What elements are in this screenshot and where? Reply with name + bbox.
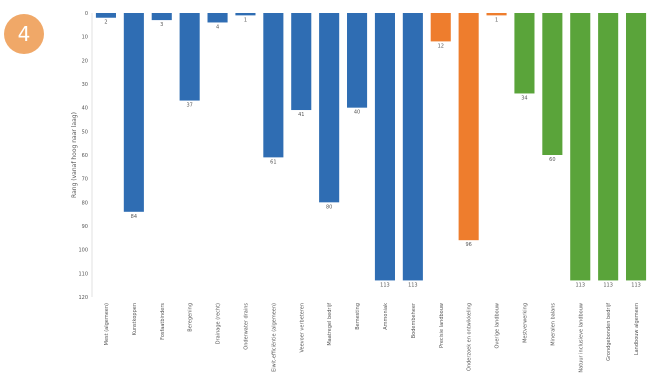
bar: [570, 13, 591, 281]
bar: [598, 13, 619, 281]
category-label: Kunstkoppen: [132, 303, 138, 335]
bar: [319, 13, 340, 203]
bar-data-label: 12: [438, 43, 444, 49]
bar: [123, 13, 144, 212]
bar: [179, 13, 200, 101]
bar-data-label: 1: [244, 17, 247, 23]
category-label: Fosfaatbinders: [160, 303, 166, 340]
y-tick-label: 80: [82, 200, 88, 206]
bar: [263, 13, 284, 158]
y-tick-label: 20: [82, 58, 88, 64]
bar: [95, 13, 116, 18]
bar-data-label: 37: [186, 103, 192, 109]
y-tick-label: 50: [82, 129, 88, 135]
y-tick-label: 30: [82, 82, 88, 88]
bar: [291, 13, 312, 111]
category-label: Onderzoek en ontwikkeling: [467, 303, 473, 371]
category-label: Veevoer verbeteren: [299, 303, 305, 353]
category-label: Beregening: [188, 303, 194, 332]
bar-data-label: 113: [408, 282, 418, 288]
bar: [626, 13, 647, 281]
bar-data-label: 3: [160, 22, 163, 28]
category-label: Grondgebonden bedrijf: [606, 303, 612, 361]
category-label: Mineralen balans: [550, 303, 556, 346]
bar-data-label: 41: [298, 112, 304, 118]
step-number-badge: 4: [4, 14, 44, 54]
bar-data-label: 113: [603, 282, 613, 288]
bar: [347, 13, 368, 108]
bar: [207, 13, 228, 23]
bar: [458, 13, 479, 241]
bar-data-label: 34: [521, 95, 527, 101]
bar: [151, 13, 172, 21]
bar: [402, 13, 423, 281]
y-tick-label: 70: [82, 177, 88, 183]
bar-data-label: 2: [104, 20, 107, 26]
bar-data-label: 84: [131, 214, 137, 220]
bar: [430, 13, 451, 42]
bar-data-label: 113: [631, 282, 641, 288]
category-label: Bodembeheer: [411, 302, 417, 338]
bar: [235, 13, 256, 16]
y-tick-label: 110: [78, 271, 88, 277]
bar-data-label: 60: [549, 157, 555, 163]
category-label: Ammoniak: [383, 303, 389, 330]
y-tick-label: 60: [82, 153, 88, 159]
category-label: Overige landbouw: [495, 303, 501, 349]
bar-data-label: 1: [495, 17, 498, 23]
category-label: Maatregel bedrijf: [327, 303, 333, 346]
y-tick-label: 100: [78, 248, 88, 254]
category-label: Landbouw algemeen: [634, 303, 640, 355]
bar: [374, 13, 395, 281]
bar-data-label: 61: [270, 159, 276, 165]
bar-data-label: 40: [354, 110, 360, 116]
y-tick-label: 120: [78, 295, 88, 301]
category-label: Mestverwerking: [522, 303, 528, 343]
category-label: Natuur inclusieve landbouw: [578, 303, 584, 373]
category-label: Drainage (recht): [216, 303, 222, 344]
y-tick-label: 40: [82, 106, 88, 112]
y-tick-label: 90: [82, 224, 88, 230]
bar-data-label: 96: [465, 242, 471, 248]
step-number: 4: [17, 22, 31, 46]
bar: [542, 13, 563, 155]
bar-data-label: 4: [216, 24, 219, 30]
y-axis-label: Rang (vanaf hoog naar laag): [71, 112, 78, 198]
bar: [514, 13, 535, 94]
category-label: Bemesting: [355, 303, 361, 330]
category-label: Precisie landbouw: [439, 303, 445, 348]
y-tick-label: 10: [82, 35, 88, 41]
category-label: Eiwit-efficiëntie (algemeen): [271, 303, 277, 372]
bar-data-label: 113: [575, 282, 585, 288]
category-label: Mest (algemeen): [104, 303, 110, 345]
bar: [486, 13, 507, 16]
bar-data-label: 113: [380, 282, 390, 288]
category-label: Onderwater drains: [243, 303, 249, 350]
bar-data-label: 80: [326, 204, 332, 210]
y-tick-label: 0: [85, 11, 88, 17]
